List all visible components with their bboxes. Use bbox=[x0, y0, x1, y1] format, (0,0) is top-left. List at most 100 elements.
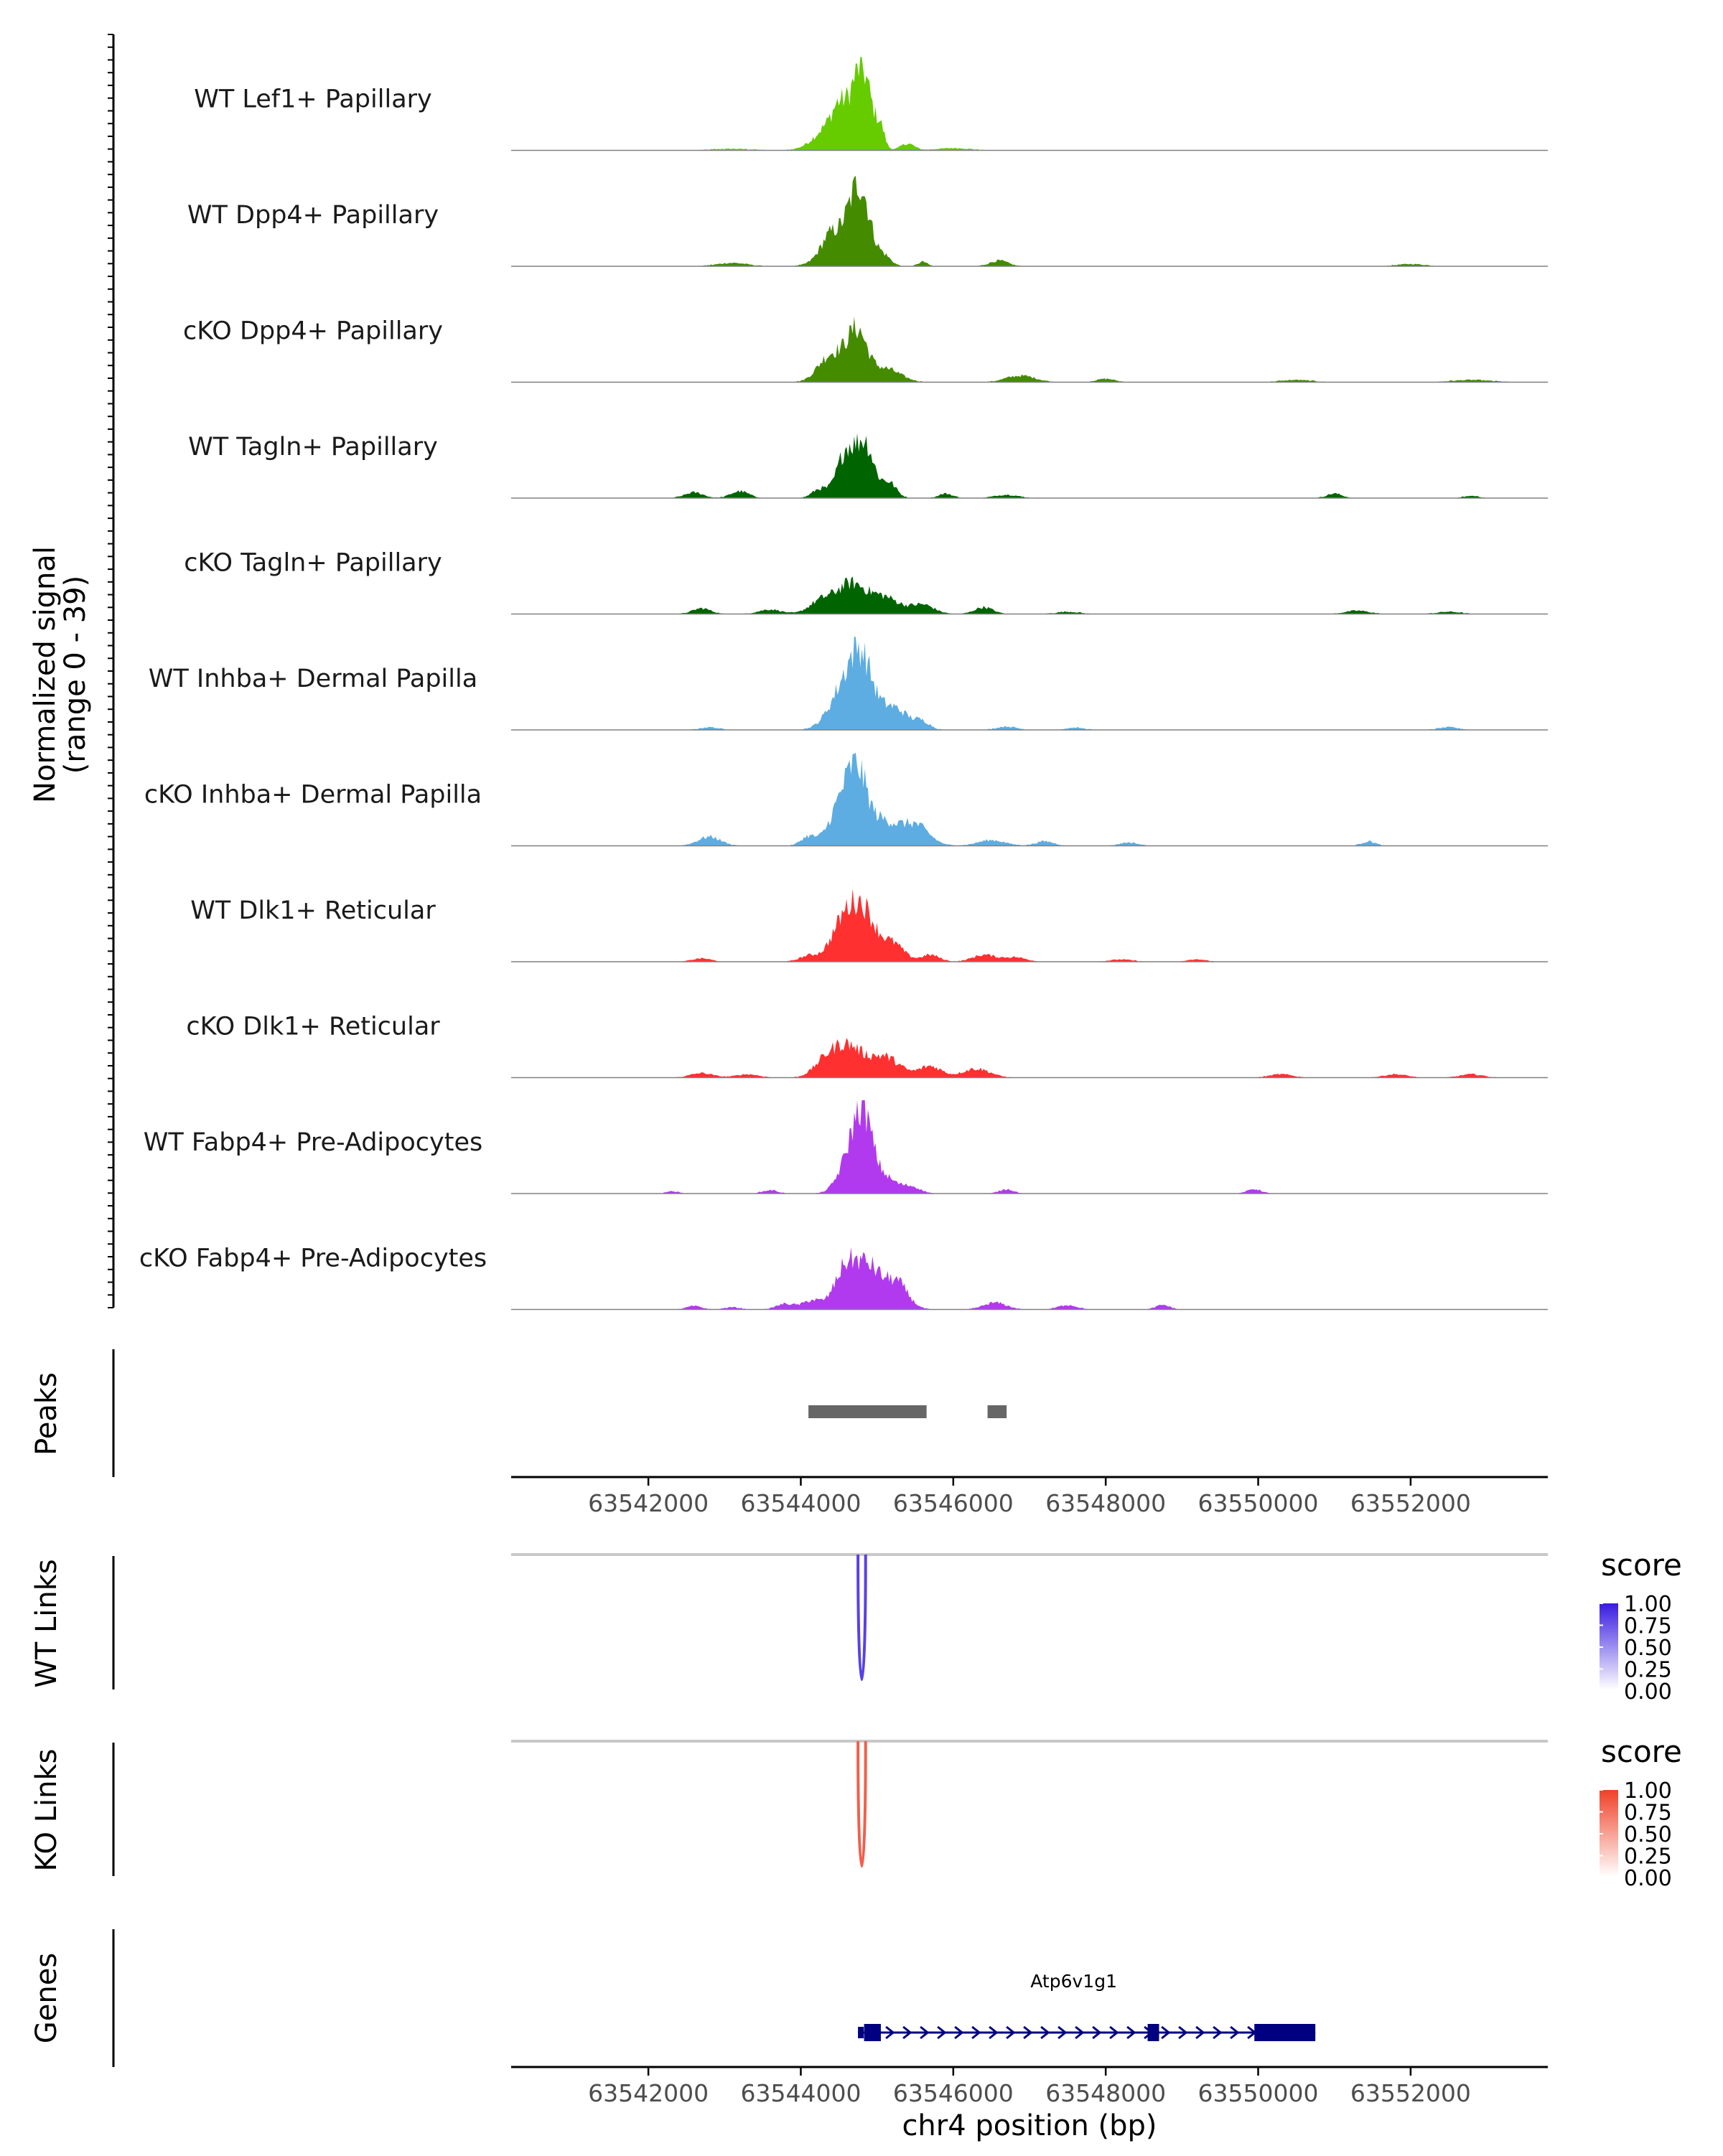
strand-arrow bbox=[1161, 2025, 1171, 2040]
links-track: score 1.000.750.500.250.00 bbox=[112, 1734, 1682, 1891]
legend-gradient-step bbox=[1600, 1608, 1618, 1611]
link-arc bbox=[856, 1554, 867, 1682]
legend-tick-label: 0.50 bbox=[1624, 1636, 1672, 1661]
legend-title: score bbox=[1601, 1547, 1682, 1583]
legend-tick-label: 0.50 bbox=[1624, 1822, 1672, 1847]
coverage-area bbox=[663, 752, 1510, 846]
peaks-track-label: Peaks bbox=[30, 1372, 63, 1456]
coverage-track-label: cKO Fabp4+ Pre-Adipocytes bbox=[139, 1245, 487, 1273]
strand-arrow bbox=[902, 2025, 912, 2040]
coverage-track: WT Dpp4+ Papillary bbox=[187, 176, 1548, 267]
legend-gradient-step bbox=[1600, 1860, 1618, 1863]
coverage-area bbox=[663, 57, 1510, 151]
strand-arrow bbox=[1230, 2025, 1240, 2040]
legend-gradient-step bbox=[1600, 1868, 1618, 1872]
legend-tick-label: 0.75 bbox=[1624, 1801, 1672, 1826]
legend-tick-label: 0.00 bbox=[1624, 1679, 1672, 1705]
legend-gradient-step bbox=[1600, 1667, 1618, 1670]
peak-region bbox=[808, 1405, 927, 1418]
legend-gradient-step bbox=[1600, 1629, 1618, 1633]
x-tick-label: 63546000 bbox=[893, 2079, 1014, 2107]
legend-gradient-step bbox=[1600, 1820, 1618, 1824]
legend-title: score bbox=[1601, 1734, 1682, 1769]
gene-exon bbox=[1254, 2024, 1316, 2041]
legend-gradient-step bbox=[1600, 1662, 1618, 1665]
x-tick-label: 63552000 bbox=[1350, 2079, 1471, 2107]
coverage-panel: WT Lef1+ Papillary WT Dpp4+ Papillary cKO … bbox=[108, 34, 1548, 1311]
legend-gradient-step bbox=[1600, 1684, 1618, 1687]
legend-gradient-step bbox=[1600, 1621, 1618, 1624]
legend-gradient-step bbox=[1600, 1675, 1618, 1679]
legend-gradient-step bbox=[1600, 1866, 1618, 1870]
legend-gradient-step bbox=[1600, 1827, 1618, 1830]
link-arc bbox=[856, 1740, 867, 1868]
legend-tick-label: 1.00 bbox=[1624, 1778, 1672, 1804]
peak-region bbox=[987, 1405, 1007, 1418]
strand-arrow bbox=[1092, 2025, 1102, 2040]
coverage-track: cKO Tagln+ Papillary bbox=[184, 549, 1548, 615]
strand-arrow bbox=[1006, 2025, 1016, 2040]
legend-gradient-step bbox=[1600, 1627, 1618, 1631]
legend-gradient-step bbox=[1600, 1847, 1618, 1850]
coverage-area bbox=[663, 576, 1510, 614]
legend-gradient-step bbox=[1600, 1829, 1618, 1832]
legend-gradient-step bbox=[1600, 1679, 1618, 1683]
coverage-track: WT Fabp4+ Pre-Adipocytes bbox=[144, 1100, 1548, 1194]
legend-gradient-step bbox=[1600, 1875, 1618, 1878]
legend-gradient-step bbox=[1600, 1831, 1618, 1834]
coverage-track-label: cKO Inhba+ Dermal Papilla bbox=[144, 781, 482, 810]
legend-gradient-step bbox=[1600, 1671, 1618, 1674]
legend-gradient-step bbox=[1600, 1682, 1618, 1685]
legend-gradient-step bbox=[1600, 1686, 1618, 1689]
legend-gradient-step bbox=[1600, 1658, 1618, 1661]
legend-gradient-step bbox=[1600, 1864, 1618, 1867]
legend-gradient-step bbox=[1600, 1623, 1618, 1626]
strand-arrow bbox=[920, 2025, 930, 2040]
coverage-area bbox=[663, 1038, 1510, 1078]
coverage-track-label: cKO Tagln+ Papillary bbox=[184, 549, 442, 578]
upper-x-axis: 63542000 63544000 63546000 63548000 63550000… bbox=[511, 1476, 1548, 1517]
legend-gradient-step bbox=[1600, 1649, 1618, 1652]
strand-arrow bbox=[1057, 2025, 1068, 2040]
x-tick-label: 63546000 bbox=[893, 1489, 1014, 1517]
legend-gradient-step bbox=[1600, 1642, 1618, 1646]
coverage-track-label: cKO Dlk1+ Reticular bbox=[186, 1013, 440, 1041]
legend-gradient-step bbox=[1600, 1618, 1618, 1621]
coverage-track: cKO Dpp4+ Papillary bbox=[183, 317, 1548, 383]
x-tick-label: 63544000 bbox=[740, 1489, 861, 1517]
legend-gradient-step bbox=[1600, 1603, 1618, 1606]
coverage-track: WT Dlk1+ Reticular bbox=[190, 889, 1548, 962]
legend-gradient-step bbox=[1600, 1625, 1618, 1628]
strand-arrow bbox=[1023, 2025, 1033, 2040]
legend-gradient-step bbox=[1600, 1606, 1618, 1608]
gene-exon bbox=[1147, 2024, 1159, 2041]
legend-gradient-step bbox=[1600, 1834, 1618, 1837]
coverage-track-label: cKO Dpp4+ Papillary bbox=[183, 317, 443, 346]
lower-x-axis: 63542000 63544000 63546000 63548000 63550000… bbox=[511, 2066, 1548, 2107]
x-tick-label: 63548000 bbox=[1045, 1489, 1166, 1517]
legend-gradient-step bbox=[1600, 1814, 1618, 1817]
legend-gradient-step bbox=[1600, 1822, 1618, 1826]
wt-links-track-label: WT Links bbox=[30, 1559, 63, 1687]
x-tick-label: 63544000 bbox=[740, 2079, 861, 2107]
legend-gradient-step bbox=[1600, 1654, 1618, 1656]
legend-gradient-step bbox=[1600, 1640, 1618, 1644]
legend-gradient-step bbox=[1600, 1807, 1618, 1811]
strand-arrow bbox=[1126, 2025, 1136, 2040]
gene-exon bbox=[864, 2024, 881, 2041]
strand-arrow bbox=[1075, 2025, 1085, 2040]
legend-gradient-step bbox=[1600, 1803, 1618, 1806]
coverage-area bbox=[663, 433, 1510, 498]
legend-gradient-step bbox=[1600, 1651, 1618, 1654]
coverage-track: cKO Inhba+ Dermal Papilla bbox=[144, 752, 1548, 847]
strand-arrow bbox=[1040, 2025, 1050, 2040]
legend-gradient-step bbox=[1600, 1842, 1618, 1845]
coverage-track-label: WT Dpp4+ Papillary bbox=[187, 201, 439, 230]
coverage-track-label: WT Tagln+ Papillary bbox=[188, 433, 438, 461]
x-tick-label: 63548000 bbox=[1045, 2079, 1166, 2107]
coverage-track-label: WT Dlk1+ Reticular bbox=[190, 896, 436, 925]
coverage-track: cKO Dlk1+ Reticular bbox=[186, 1013, 1548, 1079]
legend-gradient-step bbox=[1600, 1801, 1618, 1804]
legend-gradient-step bbox=[1600, 1644, 1618, 1648]
